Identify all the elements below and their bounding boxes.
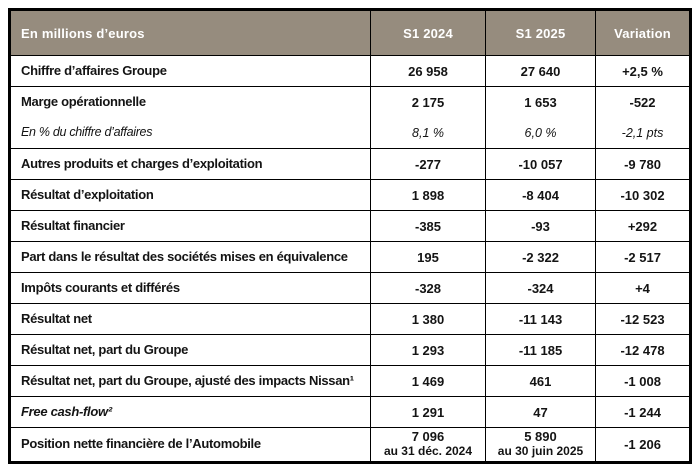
value-s1-2024: 1 293 bbox=[370, 334, 486, 366]
row-label: Free cash-flow² bbox=[9, 396, 371, 428]
value-s1-2025: 5 890 au 30 juin 2025 bbox=[485, 427, 596, 463]
value-s1-2025: 6,0 % bbox=[485, 117, 596, 149]
value-variation: -1 244 bbox=[595, 396, 691, 428]
value-s1-2024: -385 bbox=[370, 210, 486, 242]
value-amount: 7 096 bbox=[411, 429, 445, 444]
table-row-associates: Part dans le résultat des sociétés mises… bbox=[9, 241, 691, 273]
table-row-net-financial-position: Position nette financière de l’Automobil… bbox=[9, 427, 691, 463]
table-header-row: En millions d’euros S1 2024 S1 2025 Vari… bbox=[9, 9, 691, 56]
value-variation: -522 bbox=[595, 86, 691, 118]
table-row-operating-income: Résultat d’exploitation 1 898 -8 404 -10… bbox=[9, 179, 691, 211]
value-variation: +2,5 % bbox=[595, 55, 691, 87]
value-amount: 5 890 bbox=[524, 429, 557, 444]
value-s1-2025: -2 322 bbox=[485, 241, 596, 273]
financial-results-table: En millions d’euros S1 2024 S1 2025 Vari… bbox=[8, 8, 692, 464]
value-variation: -1 206 bbox=[595, 427, 691, 463]
table-row-net-income-group: Résultat net, part du Groupe 1 293 -11 1… bbox=[9, 334, 691, 366]
value-variation: +4 bbox=[595, 272, 691, 304]
row-label: Chiffre d’affaires Groupe bbox=[9, 55, 371, 87]
value-s1-2024: 2 175 bbox=[370, 86, 486, 118]
value-s1-2024: 1 898 bbox=[370, 179, 486, 211]
row-label: Résultat d’exploitation bbox=[9, 179, 371, 211]
table-row-revenue: Chiffre d’affaires Groupe 26 958 27 640 … bbox=[9, 55, 691, 87]
value-variation: -9 780 bbox=[595, 148, 691, 180]
column-header-variation: Variation bbox=[595, 9, 691, 56]
value-s1-2024: -277 bbox=[370, 148, 486, 180]
table-row-free-cash-flow: Free cash-flow² 1 291 47 -1 244 bbox=[9, 396, 691, 428]
value-s1-2024: 7 096 au 31 déc. 2024 bbox=[370, 427, 486, 463]
table-row-net-income: Résultat net 1 380 -11 143 -12 523 bbox=[9, 303, 691, 335]
value-s1-2025: -11 185 bbox=[485, 334, 596, 366]
value-s1-2025: -324 bbox=[485, 272, 596, 304]
row-label: Résultat financier bbox=[9, 210, 371, 242]
row-label: Résultat net, part du Groupe, ajusté des… bbox=[9, 365, 371, 397]
value-s1-2024: 26 958 bbox=[370, 55, 486, 87]
row-label: Résultat net, part du Groupe bbox=[9, 334, 371, 366]
value-variation: -2,1 pts bbox=[595, 117, 691, 149]
value-s1-2024: 1 380 bbox=[370, 303, 486, 335]
value-variation: -12 478 bbox=[595, 334, 691, 366]
value-variation: -12 523 bbox=[595, 303, 691, 335]
value-date: au 31 déc. 2024 bbox=[383, 443, 473, 458]
value-s1-2024: 1 291 bbox=[370, 396, 486, 428]
value-variation: -10 302 bbox=[595, 179, 691, 211]
value-s1-2024: -328 bbox=[370, 272, 486, 304]
column-header-s1-2025: S1 2025 bbox=[485, 9, 596, 56]
value-s1-2025: 461 bbox=[485, 365, 596, 397]
row-label: Résultat net bbox=[9, 303, 371, 335]
value-variation: -1 008 bbox=[595, 365, 691, 397]
row-label: Impôts courants et différés bbox=[9, 272, 371, 304]
value-variation: +292 bbox=[595, 210, 691, 242]
row-label: Part dans le résultat des sociétés mises… bbox=[9, 241, 371, 273]
value-s1-2024: 8,1 % bbox=[370, 117, 486, 149]
table-row-taxes: Impôts courants et différés -328 -324 +4 bbox=[9, 272, 691, 304]
value-s1-2025: -8 404 bbox=[485, 179, 596, 211]
row-label: Position nette financière de l’Automobil… bbox=[9, 427, 371, 463]
value-s1-2025: 1 653 bbox=[485, 86, 596, 118]
row-label: Marge opérationnelle bbox=[9, 86, 371, 118]
value-s1-2025: -11 143 bbox=[485, 303, 596, 335]
column-header-unit: En millions d’euros bbox=[9, 9, 371, 56]
column-header-s1-2024: S1 2024 bbox=[370, 9, 486, 56]
table-row-financial-result: Résultat financier -385 -93 +292 bbox=[9, 210, 691, 242]
table-row-margin-percent: En % du chiffre d’affaires 8,1 % 6,0 % -… bbox=[9, 117, 691, 149]
value-date: au 30 juin 2025 bbox=[497, 443, 584, 458]
value-s1-2025: -93 bbox=[485, 210, 596, 242]
table-row-operating-margin: Marge opérationnelle 2 175 1 653 -522 bbox=[9, 86, 691, 118]
value-s1-2024: 195 bbox=[370, 241, 486, 273]
row-label: En % du chiffre d’affaires bbox=[9, 117, 371, 149]
table-row-other-operating: Autres produits et charges d’exploitatio… bbox=[9, 148, 691, 180]
value-s1-2025: 27 640 bbox=[485, 55, 596, 87]
value-s1-2025: -10 057 bbox=[485, 148, 596, 180]
value-s1-2024: 1 469 bbox=[370, 365, 486, 397]
value-s1-2025: 47 bbox=[485, 396, 596, 428]
value-variation: -2 517 bbox=[595, 241, 691, 273]
table-row-net-income-adjusted: Résultat net, part du Groupe, ajusté des… bbox=[9, 365, 691, 397]
row-label: Autres produits et charges d’exploitatio… bbox=[9, 148, 371, 180]
